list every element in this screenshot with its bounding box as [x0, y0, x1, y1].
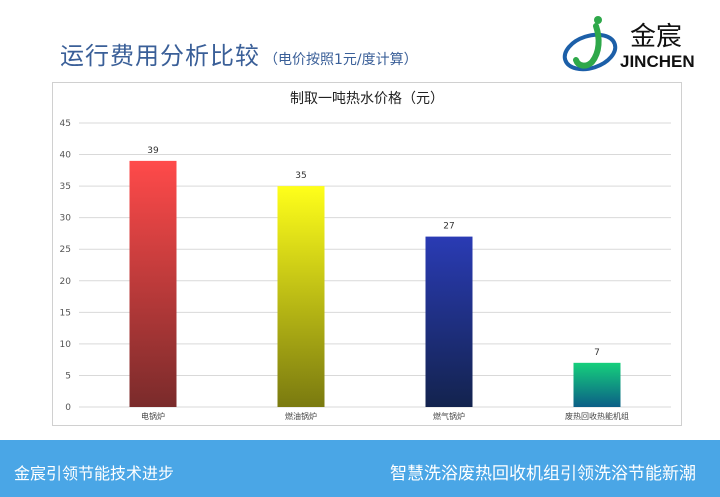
labels: 39 电锅炉 35 燃油锅炉 27 燃气锅炉 7 废热回收热能机组	[141, 146, 629, 421]
logo-name-en: JINCHEN	[620, 52, 695, 71]
footer-banner: 金宸引领节能技术进步 智慧洗浴废热回收机组引领洗浴节能新潮	[0, 440, 720, 497]
x-tick-label: 燃油锅炉	[285, 411, 317, 421]
y-tick-label: 0	[65, 403, 71, 413]
data-label: 39	[147, 146, 159, 156]
y-tick-label: 30	[60, 214, 72, 224]
page-subtitle: （电价按照1元/度计算）	[264, 52, 418, 68]
y-tick-label: 35	[60, 182, 71, 192]
footer-slogan-left: 金宸引领节能技术进步	[14, 464, 175, 483]
chart-frame: 制取一吨热水价格（元） 0 5 10 15 20 25 30 35 40 45 39 电锅炉 35 燃油…	[52, 82, 682, 426]
page-title: 运行费用分析比较 （电价按照1元/度计算）	[60, 36, 418, 71]
bar	[129, 160, 177, 407]
bar-chart: 制取一吨热水价格（元） 0 5 10 15 20 25 30 35 40 45 39 电锅炉 35 燃油…	[60, 91, 671, 421]
bar	[425, 236, 473, 407]
logo-swoosh-icon	[562, 16, 618, 72]
x-tick-label: 电锅炉	[141, 411, 165, 421]
y-tick-label: 45	[60, 119, 71, 129]
bar	[573, 362, 621, 407]
logo-name-cn: 金宸	[630, 22, 683, 52]
data-label: 7	[594, 348, 600, 358]
x-tick-label: 燃气锅炉	[433, 411, 465, 421]
chart-title: 制取一吨热水价格（元）	[290, 91, 444, 107]
grid: 0 5 10 15 20 25 30 35 40 45	[60, 119, 671, 413]
data-label: 35	[295, 171, 306, 181]
y-tick-label: 25	[60, 245, 71, 255]
data-label: 27	[443, 222, 454, 232]
company-logo: 金宸 JINCHEN	[560, 12, 710, 78]
y-tick-label: 5	[65, 371, 71, 381]
bars	[129, 160, 621, 407]
bar	[277, 186, 325, 407]
footer-slogan-right: 智慧洗浴废热回收机组引领洗浴节能新潮	[390, 464, 696, 484]
y-tick-label: 15	[60, 308, 71, 318]
x-tick-label: 废热回收热能机组	[565, 411, 629, 421]
page-title-main: 运行费用分析比较	[60, 42, 260, 70]
y-tick-label: 20	[60, 277, 72, 287]
y-tick-label: 40	[60, 151, 72, 161]
y-tick-label: 10	[60, 340, 72, 350]
